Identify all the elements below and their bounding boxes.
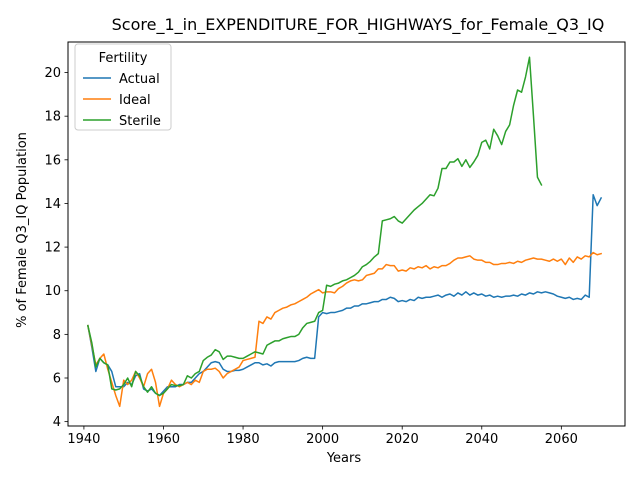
plot-frame: [67, 41, 626, 427]
series-line-ideal: [87, 251, 603, 408]
series-line-actual: [87, 193, 603, 397]
y-tick-label: 10: [44, 284, 61, 299]
x-tick-label: 1980: [227, 432, 260, 447]
series-layer: [86, 56, 603, 408]
y-tick-label: 18: [44, 110, 61, 125]
legend: Fertility Actual Ideal Sterile: [74, 43, 172, 131]
x-tick-label: 2000: [306, 432, 339, 447]
legend-label-sterile: Sterile: [119, 114, 161, 129]
axes-layer: 1940 1960 1980 2000 2020 2040 2060 4 6 8 10 12 14 16 1…: [44, 41, 626, 447]
x-tick-label: 2040: [465, 432, 498, 447]
y-axis-label: % of Female Q3_IQ Population: [15, 132, 30, 328]
y-tick-label: 16: [44, 153, 61, 168]
legend-box: [74, 43, 172, 131]
chart-title: Score_1_in_EXPENDITURE_FOR_HIGHWAYS_for_…: [112, 15, 605, 35]
y-tick-label: 8: [53, 328, 61, 343]
x-tick-label: 1960: [147, 432, 180, 447]
x-tick-label: 2060: [545, 432, 578, 447]
y-tick-label: 6: [53, 372, 61, 387]
x-tick-label: 1940: [67, 432, 100, 447]
y-tick-label: 4: [53, 415, 61, 430]
legend-label-ideal: Ideal: [119, 93, 151, 108]
y-tick-label: 14: [44, 197, 61, 212]
legend-label-actual: Actual: [119, 72, 160, 87]
x-axis-label: Years: [326, 451, 362, 466]
series-line-sterile: [86, 56, 543, 397]
y-tick-label: 20: [44, 66, 61, 81]
legend-title: Fertility: [99, 51, 148, 66]
x-tick-label: 2020: [386, 432, 419, 447]
y-tick-label: 12: [44, 241, 61, 256]
